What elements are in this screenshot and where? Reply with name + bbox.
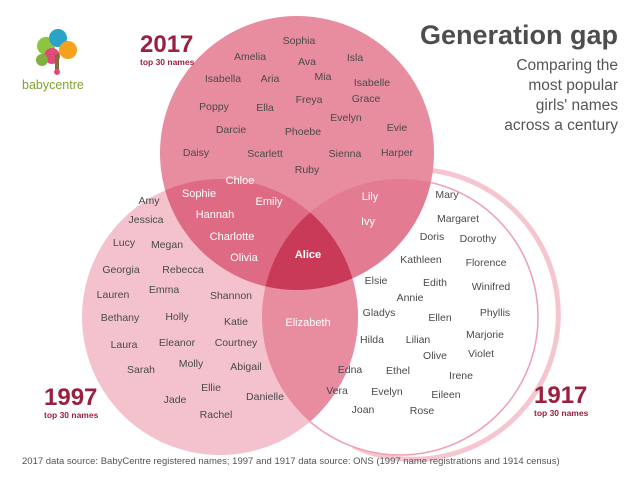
name-label-only1997: Georgia [102, 264, 140, 276]
data-source-footer: 2017 data source: BabyCentre registered … [22, 456, 560, 467]
subtitle: Comparing the most popular girls' names … [504, 56, 618, 136]
name-label-both2017_1997: Charlotte [210, 231, 255, 243]
name-label-only1997: Shannon [210, 290, 252, 302]
name-label-only1917: Winifred [472, 281, 511, 293]
name-label-only1997: Molly [179, 358, 204, 370]
name-label-both2017_1997: Sophie [182, 188, 216, 200]
name-label-only1917: Elsie [365, 275, 388, 287]
name-label-only1917: Ethel [386, 365, 410, 377]
subtitle-line: most popular [528, 77, 618, 94]
name-label-only1997: Lucy [113, 237, 136, 249]
name-label-only1917: Eileen [431, 389, 460, 401]
name-label-only2017: Mia [315, 71, 332, 83]
name-label-only1917: Dorothy [460, 233, 498, 245]
name-label-only2017: Isla [347, 52, 364, 64]
year-1997: 1997 [44, 384, 98, 411]
name-label-only1917: Edith [423, 277, 447, 289]
name-label-only1917: Edna [338, 364, 363, 376]
name-label-only1917: Vera [326, 385, 348, 397]
name-label-only1917: Marjorie [466, 329, 504, 341]
year-1917: 1917 [534, 382, 588, 409]
name-label-both2017_1997: Emily [256, 196, 283, 208]
name-label-only1917: Phyllis [480, 307, 510, 319]
name-label-only2017: Scarlett [247, 148, 283, 160]
name-label-only1917: Rose [410, 405, 435, 417]
year-1917-sub: top 30 names [534, 408, 589, 418]
name-label-only1917: Mary [435, 189, 459, 201]
year-1997-sub: top 30 names [44, 410, 99, 420]
name-label-only2017: Grace [352, 93, 381, 105]
name-label-only1997: Jade [164, 394, 187, 406]
name-label-only1997: Megan [151, 239, 183, 251]
subtitle-line: across a century [504, 117, 618, 134]
name-label-only1917: Annie [397, 292, 424, 304]
overlap-all [262, 179, 358, 290]
year-2017-sub: top 30 names [140, 57, 195, 67]
name-label-only2017: Poppy [199, 101, 230, 113]
name-label-only1997: Holly [165, 311, 189, 323]
name-label-only1917: Evelyn [371, 386, 403, 398]
name-label-only1997: Sarah [127, 364, 155, 376]
name-labels: Sophia Amelia Ava Isla Isabella Aria Mia Isabel… [97, 35, 511, 421]
name-label-only2017: Darcie [216, 124, 247, 136]
name-label-only1917: Gladys [363, 307, 396, 319]
name-label-only2017: Aria [261, 73, 280, 85]
name-label-both2017_1917: Ivy [361, 216, 376, 228]
logo-text[interactable]: babycentre [22, 78, 84, 92]
name-label-only1997: Laura [111, 339, 138, 351]
name-label-only2017: Amelia [234, 51, 266, 63]
name-label-only1997: Rachel [200, 409, 233, 421]
name-label-only1917: Hilda [360, 334, 384, 346]
name-label-only1997: Amy [139, 195, 161, 207]
name-label-only1917: Olive [423, 350, 447, 362]
name-label-only1997: Courtney [215, 337, 258, 349]
name-label-only1997: Ellie [201, 382, 221, 394]
name-label-only2017: Ruby [295, 164, 320, 176]
name-label-only2017: Evelyn [330, 112, 362, 124]
name-label-only1917: Lilian [406, 334, 431, 346]
name-label-only1997: Jessica [128, 214, 163, 226]
name-label-only1917: Joan [352, 404, 375, 416]
page-title: Generation gap [419, 20, 618, 50]
name-label-only1997: Emma [149, 284, 179, 296]
name-label-only2017: Isabella [205, 73, 241, 85]
name-label-only1997: Katie [224, 316, 248, 328]
name-label-only1997: Eleanor [159, 337, 196, 349]
name-label-both2017_1997: Chloe [226, 175, 255, 187]
name-label-only1917: Margaret [437, 213, 479, 225]
name-label-only2017: Harper [381, 147, 414, 159]
name-label-only2017: Sienna [329, 148, 362, 160]
name-label-only2017: Ava [298, 56, 316, 68]
name-label-both1997_1917: Elizabeth [285, 317, 330, 329]
name-label-only1917: Ellen [428, 312, 452, 324]
name-label-only2017: Evie [387, 122, 408, 134]
name-label-only1917: Kathleen [400, 254, 442, 266]
subtitle-line: girls' names [535, 97, 618, 114]
name-label-only1997: Rebecca [162, 264, 204, 276]
name-label-both2017_1997: Hannah [196, 209, 235, 221]
name-label-only2017: Sophia [283, 35, 316, 47]
name-label-only1997: Lauren [97, 289, 130, 301]
name-label-only1917: Doris [420, 231, 445, 243]
name-label-all: Alice [295, 249, 321, 261]
name-label-only2017: Ella [256, 102, 274, 114]
name-label-both2017_1997: Olivia [230, 252, 258, 264]
subtitle-line: Comparing the [516, 57, 618, 74]
name-label-only1917: Violet [468, 348, 494, 360]
name-label-only1997: Bethany [101, 312, 140, 324]
name-label-only2017: Isabelle [354, 77, 390, 89]
name-label-both2017_1917: Lily [362, 191, 379, 203]
name-label-only1917: Irene [449, 370, 473, 382]
name-label-only2017: Freya [296, 94, 323, 106]
name-label-only2017: Daisy [183, 147, 210, 159]
name-label-only2017: Phoebe [285, 126, 321, 138]
name-label-only1997: Danielle [246, 391, 284, 403]
name-label-only1997: Abigail [230, 361, 262, 373]
tree-icon [36, 29, 77, 75]
ring-1917 [352, 167, 561, 462]
name-label-only1917: Florence [466, 257, 507, 269]
year-2017: 2017 [140, 31, 194, 58]
